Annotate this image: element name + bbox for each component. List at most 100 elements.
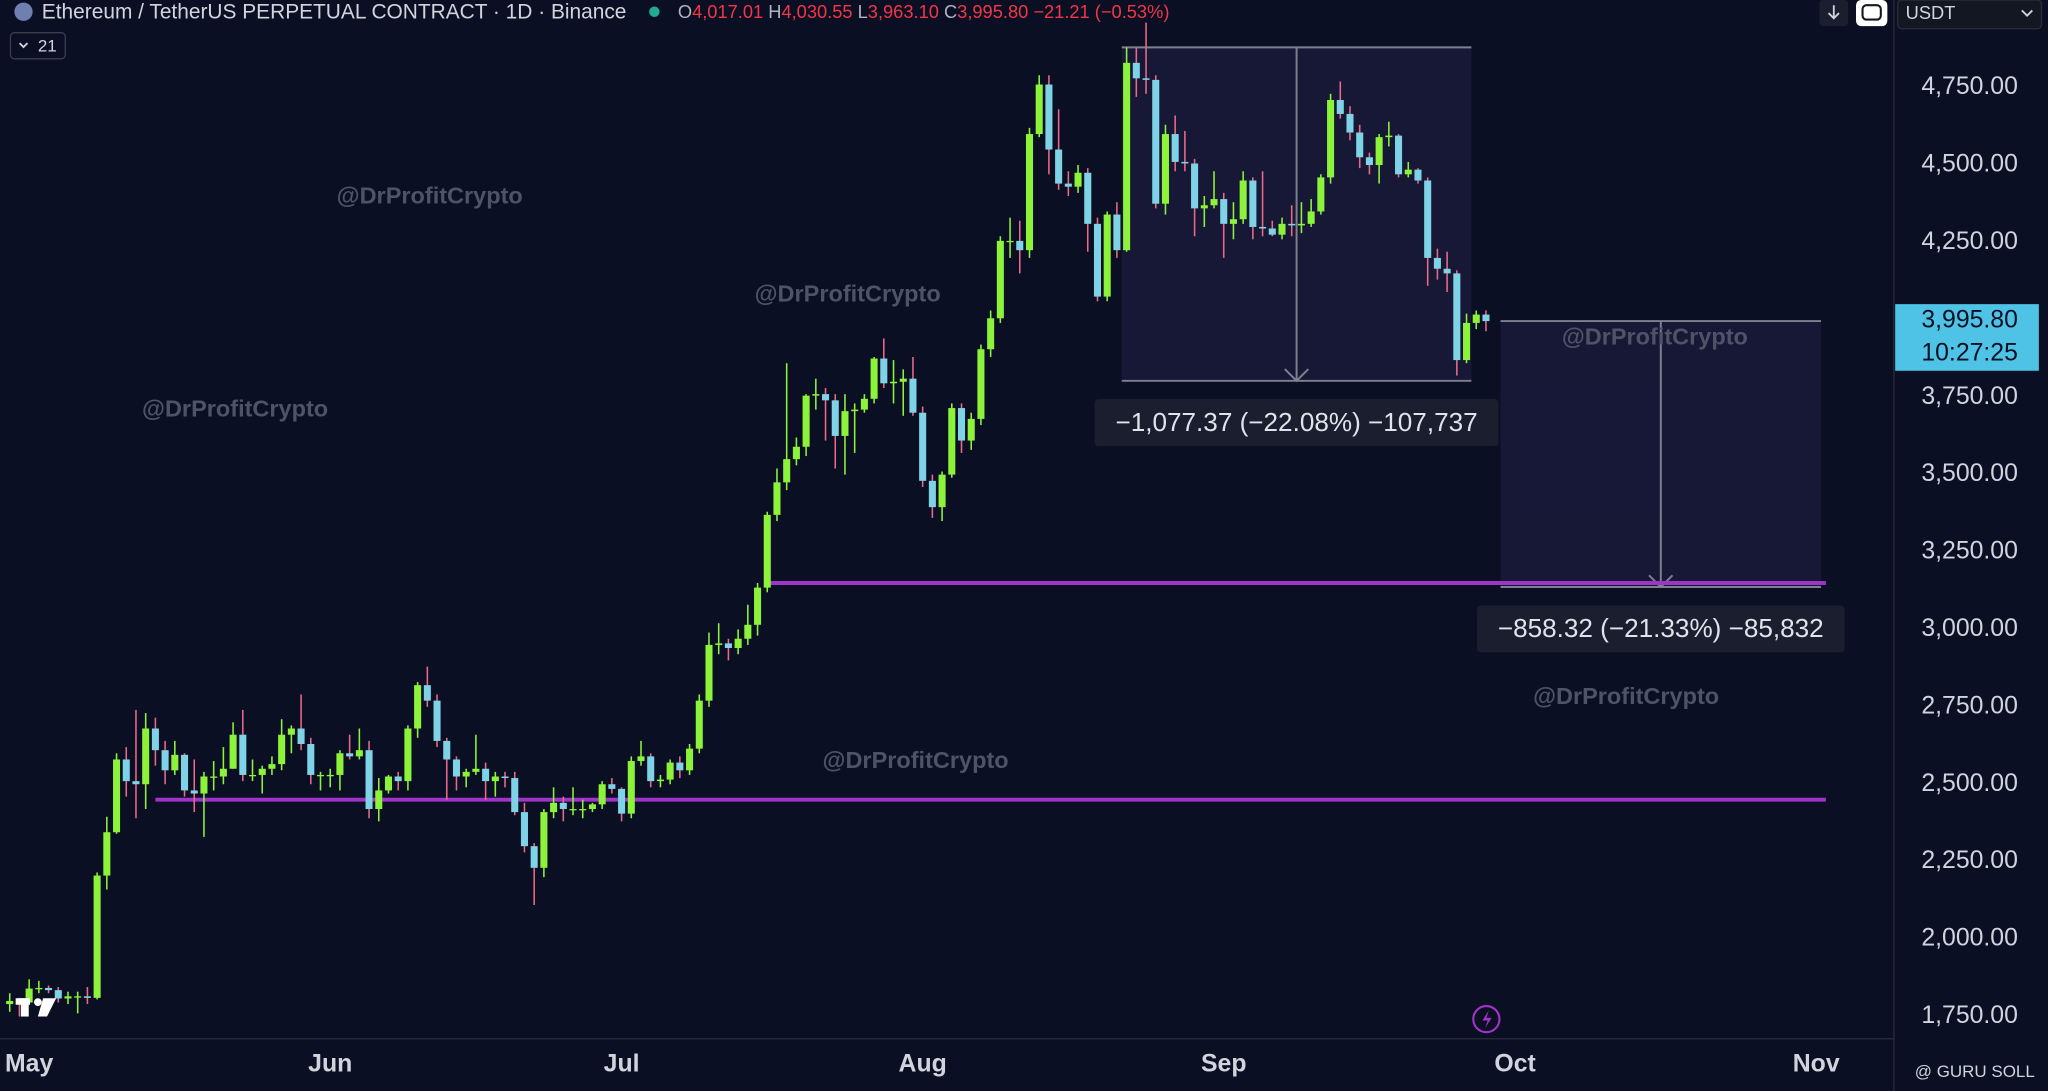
- measure-label: −858.32 (−21.33%) −85,832: [1498, 613, 1824, 643]
- candle-body: [1385, 135, 1393, 138]
- market-status: [649, 6, 660, 17]
- candle-body: [268, 764, 276, 769]
- candle-body: [375, 790, 383, 810]
- candle-body: [1463, 322, 1471, 361]
- ohlc-value: 4,030.55: [781, 1, 852, 22]
- candles: [6, 22, 1490, 1017]
- currency-select[interactable]: USDT: [1897, 0, 2043, 30]
- candle-body: [384, 776, 393, 791]
- candle-body: [1113, 214, 1121, 251]
- countdown-label: 10:27:25: [1921, 339, 2018, 366]
- candle-body: [666, 762, 674, 780]
- indicator-toggle[interactable]: 21: [9, 32, 66, 60]
- candle-body: [491, 776, 499, 782]
- candle-body: [423, 685, 431, 701]
- candle-body: [1181, 161, 1189, 164]
- candle-body: [928, 480, 936, 508]
- candle-body: [1472, 314, 1480, 323]
- candle-body: [1375, 137, 1383, 166]
- candle-body: [239, 734, 247, 775]
- last-price-badge: [1895, 304, 2039, 371]
- candle-body: [501, 776, 509, 779]
- candle-body: [103, 832, 111, 876]
- candle-body: [618, 788, 626, 814]
- candle-body: [977, 349, 985, 419]
- candle-body: [540, 812, 548, 868]
- drawings: [155, 46, 1826, 802]
- candle-body: [1307, 211, 1315, 224]
- candle-body: [1414, 169, 1422, 181]
- download-icon: [1827, 5, 1840, 20]
- x-tick-label: Jul: [604, 1050, 640, 1077]
- ohlc-key: L: [858, 1, 868, 22]
- ohlc-value: 3,995.80: [957, 1, 1028, 22]
- candle-body: [1132, 62, 1140, 79]
- candle-body: [899, 378, 907, 382]
- candle-body: [1239, 180, 1247, 220]
- candle-body: [1210, 199, 1218, 206]
- candle-body: [530, 846, 538, 868]
- candle-body: [860, 398, 868, 410]
- download-button[interactable]: [1819, 0, 1849, 27]
- candle-body: [559, 802, 567, 810]
- y-tick-label: 3,250.00: [1921, 538, 2018, 565]
- measure-label: −1,077.37 (−22.08%) −107,737: [1116, 407, 1478, 437]
- candle-body: [462, 771, 470, 777]
- candle-body: [200, 776, 208, 794]
- candle-body: [1074, 172, 1082, 187]
- alert-icon[interactable]: [1472, 1005, 1501, 1034]
- candle-body: [1249, 180, 1257, 227]
- sync-button[interactable]: [1856, 0, 1888, 27]
- indicator-count: 21: [38, 37, 57, 56]
- measure-arrowhead: [1284, 368, 1310, 383]
- candle-body: [336, 753, 344, 775]
- candle-body: [705, 644, 713, 701]
- candle-body: [452, 759, 460, 777]
- y-tick-label: 1,750.00: [1921, 1002, 2018, 1029]
- candle-body: [1123, 62, 1131, 251]
- candle-body: [355, 750, 363, 757]
- sync-button-bg[interactable]: [1856, 0, 1888, 27]
- candle-body: [569, 809, 577, 811]
- candle-body: [171, 754, 179, 771]
- y-tick-label: 3,750.00: [1921, 383, 2018, 410]
- candle-body: [258, 768, 266, 775]
- candle-body: [996, 240, 1004, 319]
- candle-body: [414, 685, 422, 729]
- candle-body: [1356, 132, 1364, 158]
- candle-body: [151, 728, 159, 751]
- candle-body: [35, 987, 43, 990]
- candle-body: [909, 378, 917, 413]
- candle-body: [647, 756, 655, 782]
- last-price-label: 3,995.80: [1921, 307, 2018, 334]
- chevron-icon: [18, 42, 29, 49]
- candle-body: [1482, 314, 1490, 322]
- candle-body: [744, 624, 752, 639]
- candle-body: [122, 759, 130, 782]
- candle-body: [734, 638, 742, 649]
- candle-body: [1045, 84, 1053, 150]
- candle-body: [656, 779, 664, 782]
- candle-body: [190, 790, 198, 794]
- indicator-toggle-box[interactable]: [9, 32, 66, 60]
- candle-body: [287, 728, 295, 735]
- candle-body: [987, 318, 995, 350]
- candle-body: [792, 446, 800, 460]
- ohlc-key: C: [944, 1, 957, 22]
- logo-part: [37, 998, 57, 1017]
- alert-circle[interactable]: [1472, 1005, 1501, 1034]
- candle-body: [482, 768, 490, 782]
- ohlc-change: −21.21 (−0.53%): [1033, 1, 1169, 22]
- candle-body: [763, 514, 771, 588]
- alert-bolt: [1482, 1009, 1492, 1029]
- candle-body: [588, 804, 596, 810]
- candle-body: [1278, 223, 1286, 235]
- measure-label-box: [1476, 605, 1845, 653]
- candle-body: [1268, 228, 1276, 235]
- candle-body: [1433, 257, 1441, 269]
- currency-label: USDT: [1906, 2, 1956, 23]
- candle-body: [520, 812, 528, 847]
- currency-select-box[interactable]: [1897, 0, 2043, 30]
- candle-body: [142, 728, 150, 785]
